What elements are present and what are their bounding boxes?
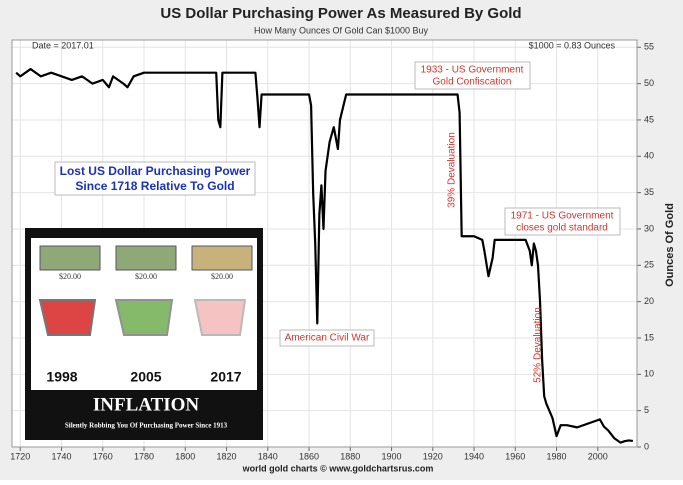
y-tick-label: 25	[644, 260, 654, 270]
annotation: American Civil War	[285, 333, 370, 344]
x-tick-label: 1820	[217, 451, 237, 461]
y-tick-label: 50	[644, 78, 654, 88]
x-tick-label: 1960	[505, 451, 525, 461]
x-tick-label: 1880	[340, 451, 360, 461]
x-tick-label: 1760	[93, 451, 113, 461]
plot-border	[11, 39, 638, 448]
price: $20.00	[211, 272, 233, 281]
x-tick-label: 1900	[382, 451, 402, 461]
x-tick-label: 1980	[547, 451, 567, 461]
annotation: closes gold standard	[516, 223, 608, 234]
inset: $20.00 $20.00 $20.00 1998 2005 2017 INFL…	[25, 228, 263, 440]
x-tick-label: 1840	[258, 451, 278, 461]
data-line	[15, 67, 634, 444]
annotation: 52% Devaluation	[533, 307, 544, 383]
y-tick-label: 10	[644, 369, 654, 379]
chart-title: US Dollar Purchasing Power As Measured B…	[160, 5, 521, 22]
annotation: 1933 - US Government	[421, 65, 524, 76]
cart	[114, 299, 174, 336]
annotation: Lost US Dollar Purchasing Power	[60, 164, 251, 178]
y-tick-label: 5	[644, 405, 649, 415]
inset-subtitle: Silently Robbing You Of Purchasing Power…	[65, 422, 228, 430]
annotation-box	[504, 207, 621, 236]
annotation-box	[279, 329, 375, 347]
x-tick-label: 1780	[134, 451, 154, 461]
chart-subtitle: How Many Ounces Of Gold Can $1000 Buy	[254, 25, 429, 35]
annotation: 1971 - US Government	[511, 211, 614, 222]
annotation: $1000 = 0.83 Ounces	[529, 40, 616, 50]
inset-title: INFLATION	[93, 394, 200, 415]
banknote	[191, 245, 253, 271]
inset-year: 1998	[46, 369, 77, 385]
inset-year: 2005	[130, 369, 161, 385]
banknote	[39, 245, 101, 271]
y-tick-label: 45	[644, 114, 654, 124]
y-tick-label: 35	[644, 187, 654, 197]
annotation-box	[54, 161, 256, 196]
y-tick-label: 0	[644, 441, 649, 451]
price: $20.00	[135, 272, 157, 281]
x-tick-label: 1740	[51, 451, 71, 461]
cart	[193, 299, 247, 336]
annotation: Gold Confiscation	[433, 77, 512, 88]
y-axis-label: Ounces Of Gold	[664, 203, 676, 287]
annotation: Since 1718 Relative To Gold	[75, 179, 234, 193]
footer: world gold charts © www.goldchartsrus.co…	[242, 463, 434, 473]
annotation: 39% Devaluation	[447, 132, 458, 208]
annotation-box	[414, 61, 531, 90]
annotation: Date = 2017.01	[32, 40, 94, 50]
x-tick-label: 2000	[588, 451, 608, 461]
y-tick-label: 40	[644, 151, 654, 161]
x-tick-label: 1860	[299, 451, 319, 461]
price: $20.00	[59, 272, 81, 281]
cart	[38, 299, 97, 336]
y-tick-label: 30	[644, 223, 654, 233]
y-tick-label: 15	[644, 332, 654, 342]
x-tick-label: 1720	[10, 451, 30, 461]
inset-year: 2017	[210, 369, 241, 385]
x-tick-label: 1800	[175, 451, 195, 461]
x-tick-label: 1920	[423, 451, 443, 461]
lines	[15, 67, 634, 444]
x-tick-label: 1940	[464, 451, 484, 461]
y-tick-label: 55	[644, 42, 654, 52]
y-tick-label: 20	[644, 296, 654, 306]
banknote	[115, 245, 177, 271]
